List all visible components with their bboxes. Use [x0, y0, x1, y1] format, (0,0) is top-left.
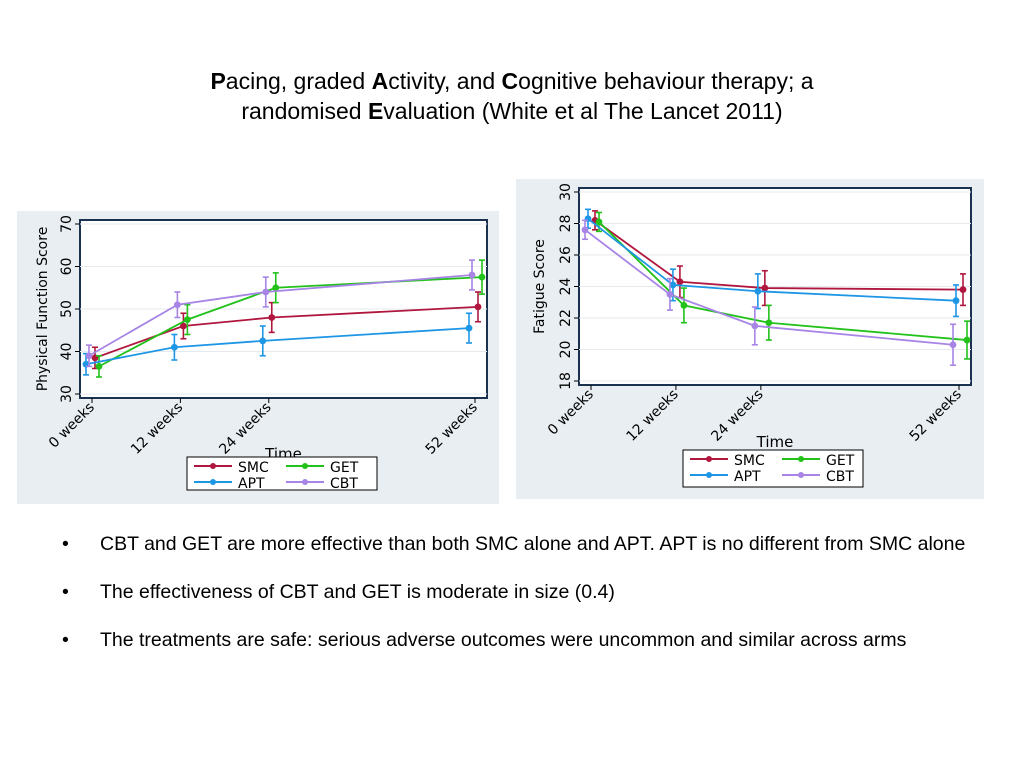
title-line-2: randomised Evaluation (White et al The L… [40, 96, 984, 126]
y-axis-title: Physical Function Score [35, 227, 51, 392]
bullet-list: • CBT and GET are more effective than bo… [62, 533, 982, 677]
y-tick-label: 30 [558, 183, 574, 201]
y-tick-label: 30 [59, 385, 75, 403]
data-point-cbt [262, 288, 270, 296]
title-segment: P [210, 68, 226, 94]
bullet-item: • CBT and GET are more effective than bo… [62, 533, 982, 556]
y-tick-label: 18 [558, 372, 574, 390]
data-point-cbt [949, 341, 957, 349]
legend-label-get: GET [826, 453, 855, 469]
data-point-smc [179, 322, 187, 330]
x-axis-title: Time [756, 433, 794, 451]
legend-marker-smc [706, 456, 712, 462]
data-point-get [680, 302, 688, 309]
y-tick-label: 50 [59, 300, 75, 318]
y-tick-label: 20 [558, 341, 574, 359]
data-point-get [95, 362, 103, 370]
legend-label-smc: SMC [238, 460, 269, 476]
series-line-cbt [88, 274, 473, 357]
title-segment: ctivity, and [388, 68, 502, 94]
series-line-get [598, 221, 968, 341]
y-tick-label: 26 [558, 246, 574, 264]
data-point-apt [170, 343, 178, 351]
legend-marker-smc [210, 463, 216, 469]
fatigue-chart: 18 20 22 24 26 28 30 0 weeks 12 weeks 24 weeks 52 … [516, 179, 984, 499]
data-point-get [478, 273, 486, 281]
y-tick-label: 24 [558, 278, 574, 296]
physical-function-chart: 30 40 50 60 70 0 weeks 12 weeks 24 weeks 52 week… [17, 211, 499, 504]
title-segment: valuation (White et al The Lancet 2011) [383, 98, 783, 124]
data-point-get [963, 336, 971, 344]
y-tick-label: 28 [558, 215, 574, 233]
bullet-marker: • [62, 629, 69, 651]
data-point-cbt [581, 226, 589, 234]
y-tick-label: 22 [558, 309, 574, 327]
data-point-apt [259, 337, 267, 345]
title-segment: A [371, 68, 389, 94]
series-line-cbt [584, 229, 954, 346]
data-point-get [595, 218, 603, 226]
bullet-item: • The treatments are safe: serious adver… [62, 629, 982, 652]
data-point-get [765, 319, 773, 327]
y-tick-label: 60 [59, 258, 75, 276]
y-tick-label: 40 [59, 343, 75, 361]
y-tick-label: 70 [59, 215, 75, 233]
legend-box [682, 449, 864, 488]
legend-label-apt: APT [734, 469, 761, 485]
data-point-smc [268, 314, 276, 321]
bullet-marker: • [62, 581, 69, 603]
data-point-smc [959, 286, 967, 294]
bullet-item: • The effectiveness of CBT and GET is mo… [62, 581, 982, 604]
title-segment: acing, graded [225, 68, 372, 94]
slide-title: Pacing, graded Activity, and Cognitive b… [40, 66, 984, 126]
legend-label-smc: SMC [734, 453, 765, 469]
data-point-smc [474, 303, 482, 311]
data-point-smc [761, 284, 769, 292]
data-point-apt [952, 297, 960, 305]
y-axis-title: Fatigue Score [532, 239, 548, 334]
title-line-1: Pacing, graded Activity, and Cognitive b… [40, 66, 984, 96]
legend-marker-apt [706, 472, 712, 478]
legend-label-apt: APT [238, 476, 265, 492]
data-point-cbt [751, 322, 759, 330]
series-line-apt [587, 218, 957, 302]
legend-label-cbt: CBT [330, 476, 358, 492]
series-line-smc [594, 219, 964, 291]
data-point-apt [465, 324, 473, 332]
title-segment: ognitive behaviour therapy; a [518, 68, 814, 94]
bullet-text: The effectiveness of CBT and GET is mode… [100, 581, 615, 603]
title-segment: randomised [241, 98, 368, 124]
title-segment: E [367, 98, 384, 124]
data-point-cbt [173, 301, 181, 309]
legend-marker-apt [210, 479, 216, 485]
bullet-text: The treatments are safe: serious adverse… [100, 629, 907, 651]
data-point-get [183, 316, 191, 324]
series-line-apt [85, 327, 470, 366]
legend-label-get: GET [330, 460, 359, 476]
legend-marker-get [798, 456, 804, 462]
legend-marker-cbt [798, 472, 804, 478]
data-point-cbt [85, 352, 93, 360]
bullet-text: CBT and GET are more effective than both… [100, 533, 966, 555]
data-point-apt [754, 287, 762, 295]
data-point-cbt [468, 271, 476, 279]
data-point-smc [676, 278, 684, 286]
series-line-smc [94, 305, 479, 359]
data-point-apt [669, 281, 677, 289]
data-point-cbt [666, 290, 674, 298]
title-segment: C [501, 68, 519, 94]
legend-box [186, 456, 378, 491]
legend-marker-cbt [302, 479, 308, 485]
legend-marker-get [302, 463, 308, 469]
data-point-get [272, 284, 280, 292]
bullet-marker: • [62, 533, 69, 555]
legend-label-cbt: CBT [826, 469, 854, 485]
